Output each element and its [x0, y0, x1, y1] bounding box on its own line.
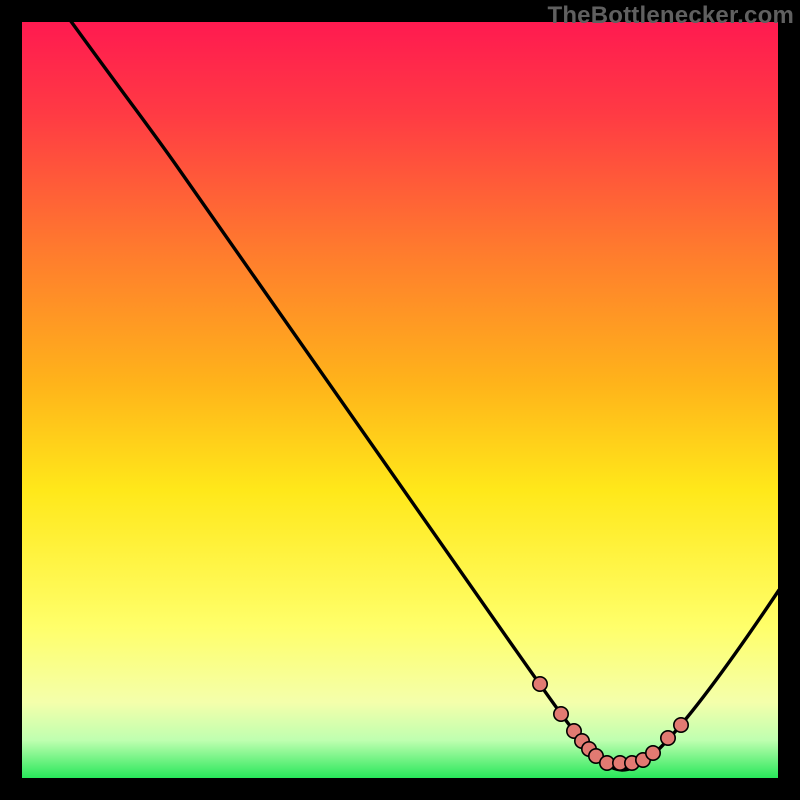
watermark-text: TheBottlenecker.com [547, 2, 794, 30]
bottleneck-chart: TheBottlenecker.com [0, 0, 800, 800]
chart-frame [0, 0, 800, 800]
